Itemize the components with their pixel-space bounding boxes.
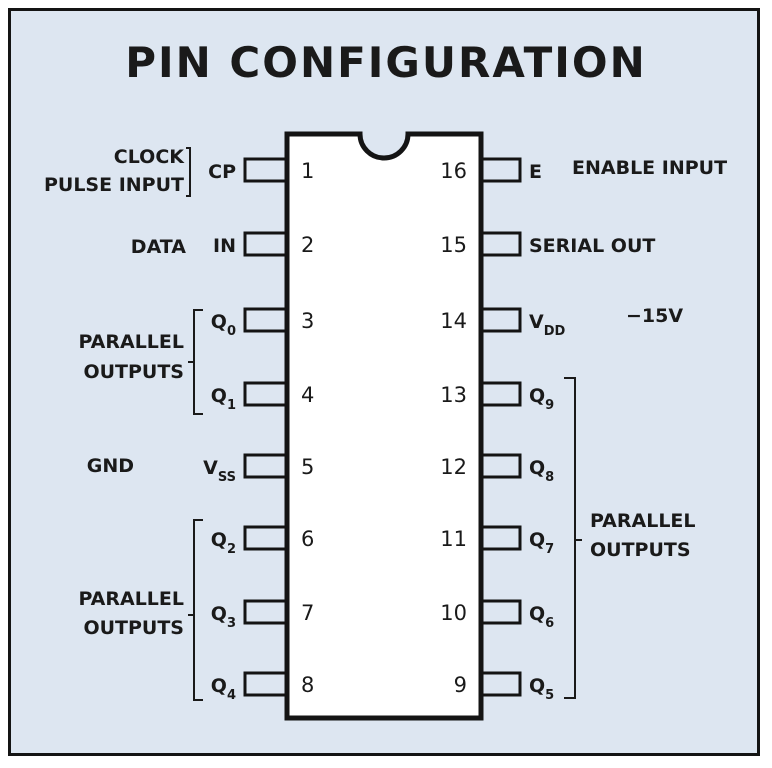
pin-16-signal: E [529, 161, 542, 183]
pin-3-number: 3 [301, 309, 314, 333]
pin-1-lead [243, 157, 287, 183]
data-label: DATA [131, 236, 186, 258]
parallel-outputs-bracket-upper [188, 309, 203, 415]
pin-6-lead [243, 525, 287, 551]
clock-label: CLOCK [114, 146, 185, 168]
pin-9-lead [481, 671, 522, 697]
pin-15-signal: SERIAL OUT [529, 235, 655, 257]
pulse-input-label: PULSE INPUT [44, 174, 184, 196]
pin-13-number: 13 [440, 383, 467, 407]
pin-6-signal: Q2 [211, 529, 236, 557]
pin-13-lead [481, 381, 522, 407]
pin-10-lead [481, 599, 522, 625]
parallel-outputs-label-lower-line2: OUTPUTS [83, 617, 184, 639]
pin-14-signal: VDD [529, 311, 566, 339]
pin-11-signal: Q7 [529, 529, 554, 557]
pin-2-number: 2 [301, 233, 314, 257]
figure-title: PIN CONFIGURATION [125, 38, 647, 87]
pin-16-lead [481, 157, 522, 183]
pin-8-lead [243, 671, 287, 697]
pin-9-signal: Q5 [529, 675, 554, 703]
pin-2-signal: IN [213, 235, 236, 257]
pin-5-signal: VSS [203, 457, 236, 485]
pin-12-number: 12 [440, 455, 467, 479]
parallel-outputs-bracket-right [564, 377, 582, 699]
clock-bracket [186, 147, 191, 197]
pin-14-number: 14 [440, 309, 467, 333]
pin-15-number: 15 [440, 233, 467, 257]
pin-4-lead [243, 381, 287, 407]
pin-3-lead [243, 307, 287, 333]
pin-16-number: 16 [440, 159, 467, 183]
parallel-outputs-label-lower-line1: PARALLEL [78, 588, 184, 610]
pin-8-number: 8 [301, 673, 314, 697]
pin-12-signal: Q8 [529, 457, 554, 485]
pin-15-lead [481, 231, 522, 257]
pin-10-number: 10 [440, 601, 467, 625]
pin-7-signal: Q3 [211, 603, 236, 631]
pin-11-lead [481, 525, 522, 551]
vdd-voltage-label: −15V [626, 305, 683, 327]
pin-2-lead [243, 231, 287, 257]
pin-5-number: 5 [301, 455, 314, 479]
enable-input-label: ENABLE INPUT [572, 157, 727, 179]
parallel-outputs-label-right-line2: OUTPUTS [590, 539, 691, 561]
parallel-outputs-bracket-lower [188, 519, 203, 701]
parallel-outputs-label-right-line1: PARALLEL [590, 510, 696, 532]
pin-10-signal: Q6 [529, 603, 554, 631]
pin-4-number: 4 [301, 383, 314, 407]
pin-14-lead [481, 307, 522, 333]
pin-6-number: 6 [301, 527, 314, 551]
pin-12-lead [481, 453, 522, 479]
pin-1-number: 1 [301, 159, 314, 183]
pin-13-signal: Q9 [529, 385, 554, 413]
ic-package-body [284, 131, 484, 721]
pin-8-signal: Q4 [211, 675, 236, 703]
pin-11-number: 11 [440, 527, 467, 551]
gnd-label: GND [87, 455, 134, 477]
pin-7-number: 7 [301, 601, 314, 625]
pin-4-signal: Q1 [211, 385, 236, 413]
pin-1-signal: CP [208, 161, 236, 183]
pin-5-lead [243, 453, 287, 479]
pin-9-number: 9 [454, 673, 467, 697]
parallel-outputs-label-upper-line1: PARALLEL [78, 331, 184, 353]
pin-7-lead [243, 599, 287, 625]
pin-3-signal: Q0 [211, 311, 236, 339]
parallel-outputs-label-upper-line2: OUTPUTS [83, 361, 184, 383]
